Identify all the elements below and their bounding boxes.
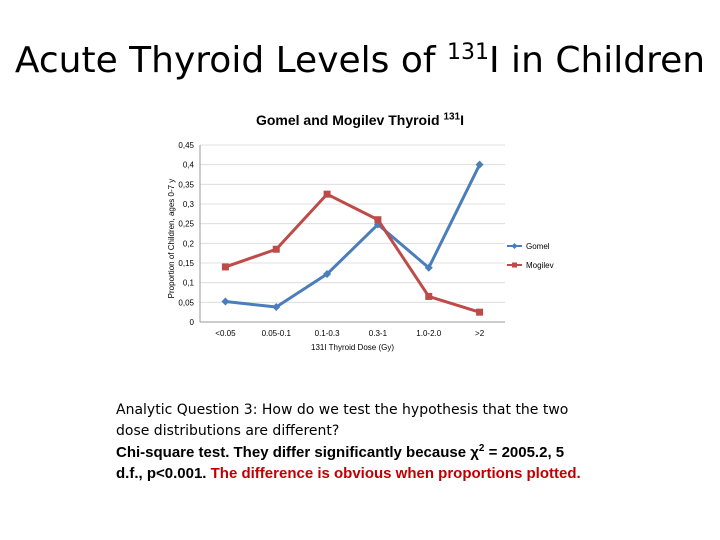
data-point-gomel [272,303,281,312]
data-point-gomel [424,263,433,272]
data-point-mogilev [374,216,382,224]
y-tick-label: 0,3 [183,200,195,209]
x-axis-label: 131I Thyroid Dose (Gy) [311,343,394,352]
x-tick-label: <0.05 [215,329,236,338]
y-tick-label: 0,2 [183,239,195,248]
y-tick-labels: 0 0,05 0,1 0,15 0,2 0,25 0,3 0,35 0,4 0,45 [178,141,194,327]
legend: Gomel Mogilev [507,242,554,270]
y-tick-label: 0,15 [178,259,194,268]
line-chart: 0 0,05 0,1 0,15 0,2 0,25 0,3 0,35 0,4 0,45 <0.05 0… [167,141,554,352]
answer-text: Chi-square test. They differ significant… [116,443,581,483]
question-text: Analytic Question 3: How do we test the … [116,402,569,439]
y-tick-label: 0 [190,318,195,327]
analysis-text: Analytic Question 3: How do we test the … [116,400,586,484]
data-point-gomel [323,270,332,279]
chart-title: Gomel and Mogilev Thyroid 131I [255,111,465,128]
series-line-gomel [225,164,481,309]
gridlines [200,144,505,303]
y-tick-label: 0,4 [183,161,195,170]
data-point-mogilev [425,292,433,300]
legend-marker [512,262,517,268]
answer-highlight: The difference is obvious when proportio… [210,465,581,482]
y-axis-label: Proportion of Children, ages 0-7 y [167,179,176,299]
y-tick-label: 0,45 [178,141,194,150]
legend-label-mogilev: Mogilev [526,261,554,270]
series-line-mogilev [224,192,481,314]
y-tick-label: 0,35 [178,180,194,189]
y-tick-label: 0,25 [178,220,194,229]
slide-title: Acute Thyroid Levels of 131I in Children [14,40,706,81]
y-tick-label: 0,1 [183,279,195,288]
legend-marker [511,243,518,249]
data-point-mogilev [221,263,229,271]
x-tick-label: 0.3-1 [369,329,388,338]
legend-label-gomel: Gomel [526,242,550,251]
series-group [221,160,484,316]
x-tick-labels: <0.05 0.05-0.1 0.1-0.3 0.3-1 1.0-2.0 >2 [215,329,484,338]
data-point-mogilev [272,245,280,253]
data-point-gomel [221,297,230,306]
axes [199,145,505,323]
y-tick-label: 0,05 [178,298,194,307]
x-tick-label: 1.0-2.0 [416,329,441,338]
x-tick-label: 0.1-0.3 [315,329,340,338]
data-point-mogilev [476,308,484,316]
x-tick-label: 0.05-0.1 [262,329,292,338]
data-point-mogilev [323,190,331,198]
data-point-gomel [475,160,484,169]
x-tick-label: >2 [475,329,485,338]
